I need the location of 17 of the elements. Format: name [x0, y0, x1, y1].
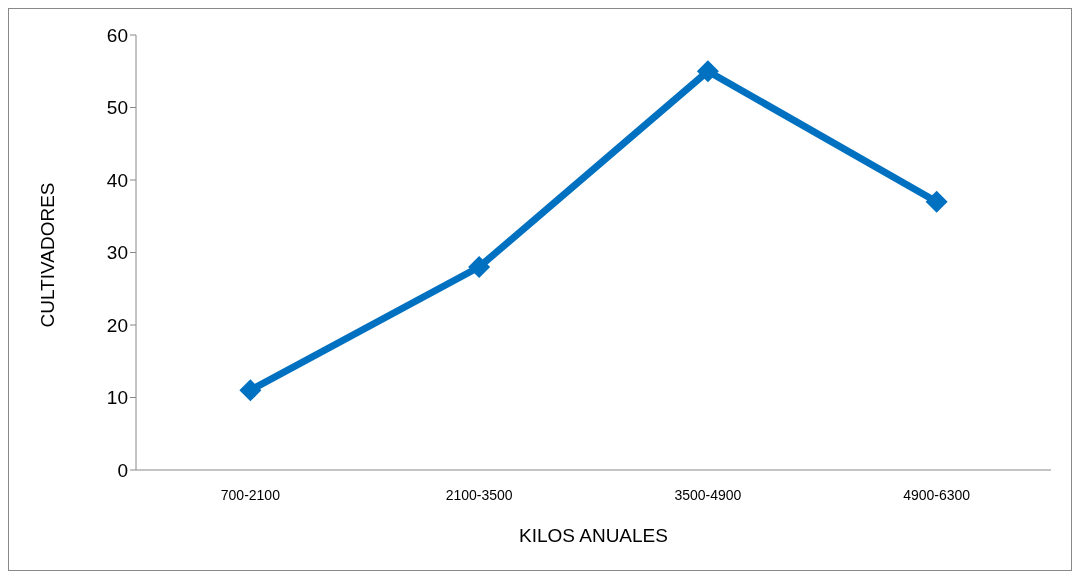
- x-tick-label: 3500-4900: [674, 486, 742, 503]
- y-tick-label: 50: [106, 97, 128, 119]
- y-tick-label: 10: [106, 387, 128, 409]
- point: [696, 60, 719, 83]
- y-tick-label: 0: [117, 459, 128, 481]
- point: [239, 379, 262, 402]
- y-axis-title: CULTIVADORES: [36, 182, 58, 328]
- x-axis-title: KILOS ANUALES: [519, 525, 668, 546]
- y-tick-label: 30: [106, 242, 128, 264]
- y-tick-label: 60: [106, 24, 128, 46]
- point: [925, 190, 948, 213]
- x-tick-label: 700-2100: [220, 486, 281, 503]
- x-tick-label: 4900-6300: [903, 486, 971, 503]
- y-tick-label: 20: [106, 314, 128, 336]
- x-tick-label: 2100-3500: [445, 486, 513, 503]
- y-tick-label: 40: [106, 169, 128, 191]
- point: [468, 256, 491, 278]
